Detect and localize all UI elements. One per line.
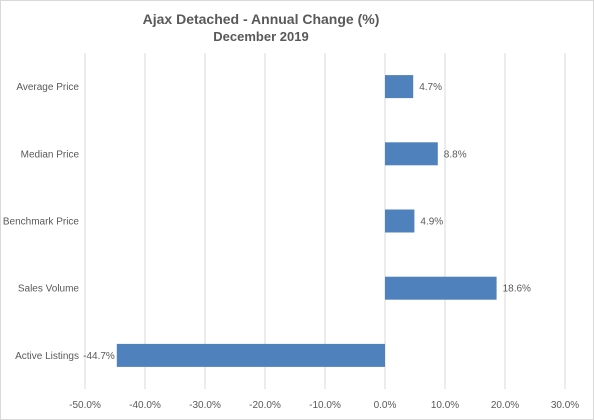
bars — [116, 75, 497, 367]
category-label: Median Price — [21, 149, 80, 160]
x-tick-label: -20.0% — [249, 400, 281, 411]
category-label: Sales Volume — [18, 284, 80, 295]
x-tick-label: 10.0% — [431, 400, 459, 411]
data-label: 4.7% — [419, 82, 442, 93]
x-tick-label: -40.0% — [129, 400, 161, 411]
chart-title: Ajax Detached - Annual Change (%) — [142, 11, 380, 27]
category-label: Average Price — [16, 82, 79, 93]
x-tick-label: -30.0% — [189, 400, 221, 411]
x-tick-label: -10.0% — [309, 400, 341, 411]
bar — [385, 142, 438, 166]
data-label: -44.7% — [83, 351, 115, 362]
bar — [385, 276, 497, 300]
data-label: 8.8% — [444, 149, 467, 160]
bar — [385, 75, 414, 99]
x-tick-label: 30.0% — [551, 400, 579, 411]
x-tick-label: 0.0% — [374, 400, 397, 411]
x-tick-label: 20.0% — [491, 400, 519, 411]
category-label: Active Listings — [15, 351, 79, 362]
data-label: 18.6% — [503, 284, 531, 295]
bar — [385, 209, 415, 233]
grid-lines — [84, 53, 566, 389]
bar — [116, 343, 386, 367]
data-label: 4.9% — [420, 217, 443, 228]
labels: -50.0% -40.0% -30.0% -20.0% -10.0% 0.0% 10.0% 2… — [3, 82, 579, 411]
category-label: Benchmark Price — [3, 217, 80, 228]
x-tick-label: -50.0% — [69, 400, 101, 411]
chart-subtitle: December 2019 — [213, 29, 309, 44]
